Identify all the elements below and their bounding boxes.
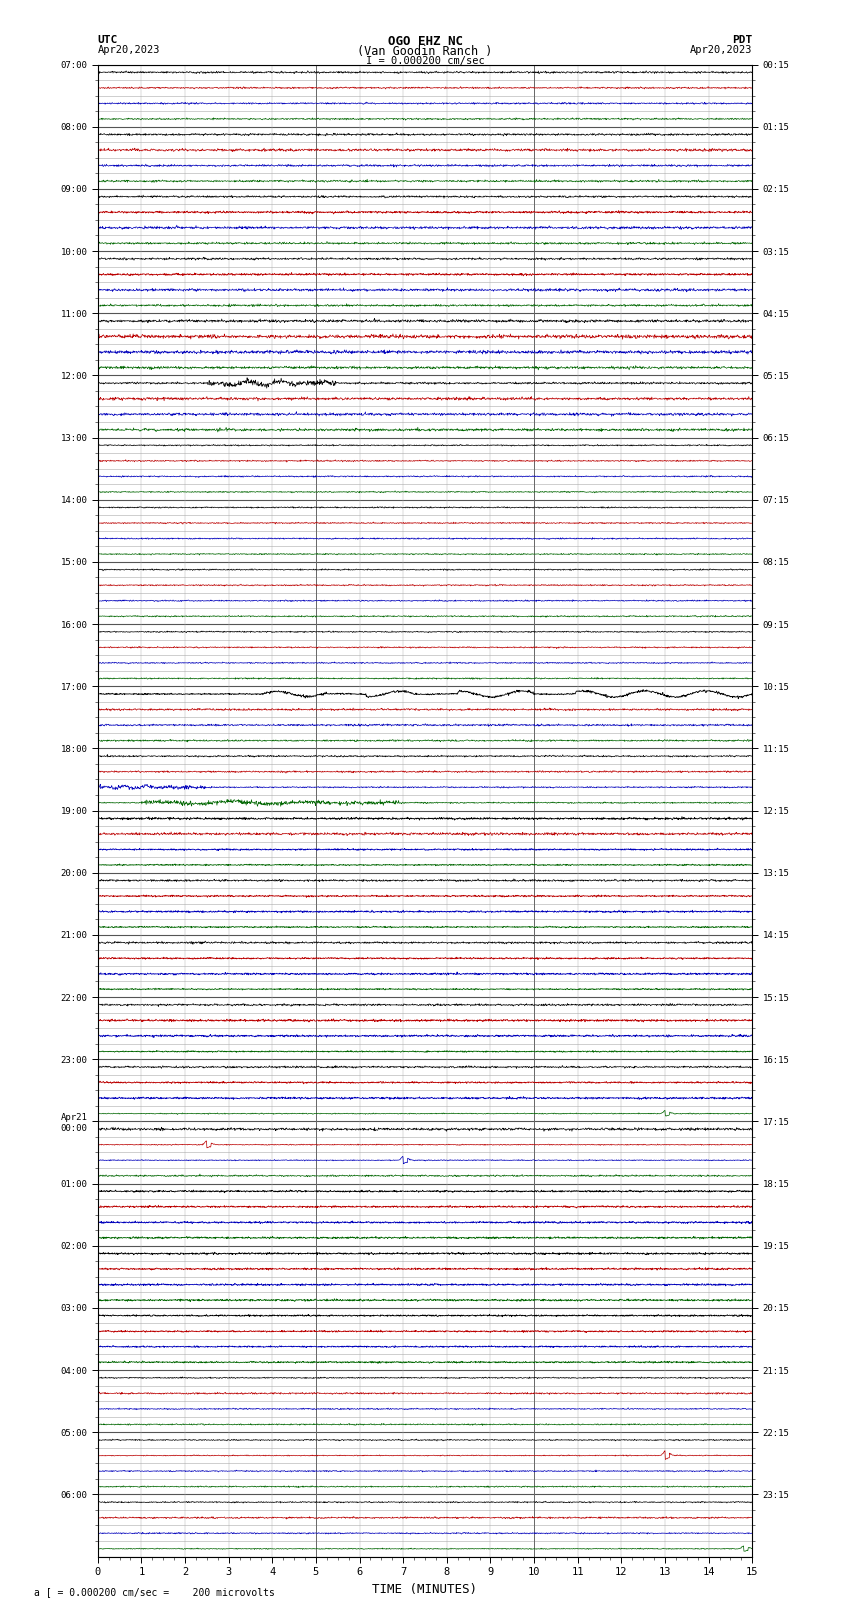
Text: (Van Goodin Ranch ): (Van Goodin Ranch ) <box>357 45 493 58</box>
Text: Apr20,2023: Apr20,2023 <box>689 45 752 55</box>
Text: a [ = 0.000200 cm/sec =    200 microvolts: a [ = 0.000200 cm/sec = 200 microvolts <box>34 1587 275 1597</box>
Text: OGO EHZ NC: OGO EHZ NC <box>388 35 462 48</box>
Text: Apr20,2023: Apr20,2023 <box>98 45 161 55</box>
X-axis label: TIME (MINUTES): TIME (MINUTES) <box>372 1582 478 1595</box>
Text: UTC: UTC <box>98 35 118 45</box>
Text: PDT: PDT <box>732 35 752 45</box>
Text: I = 0.000200 cm/sec: I = 0.000200 cm/sec <box>366 56 484 66</box>
